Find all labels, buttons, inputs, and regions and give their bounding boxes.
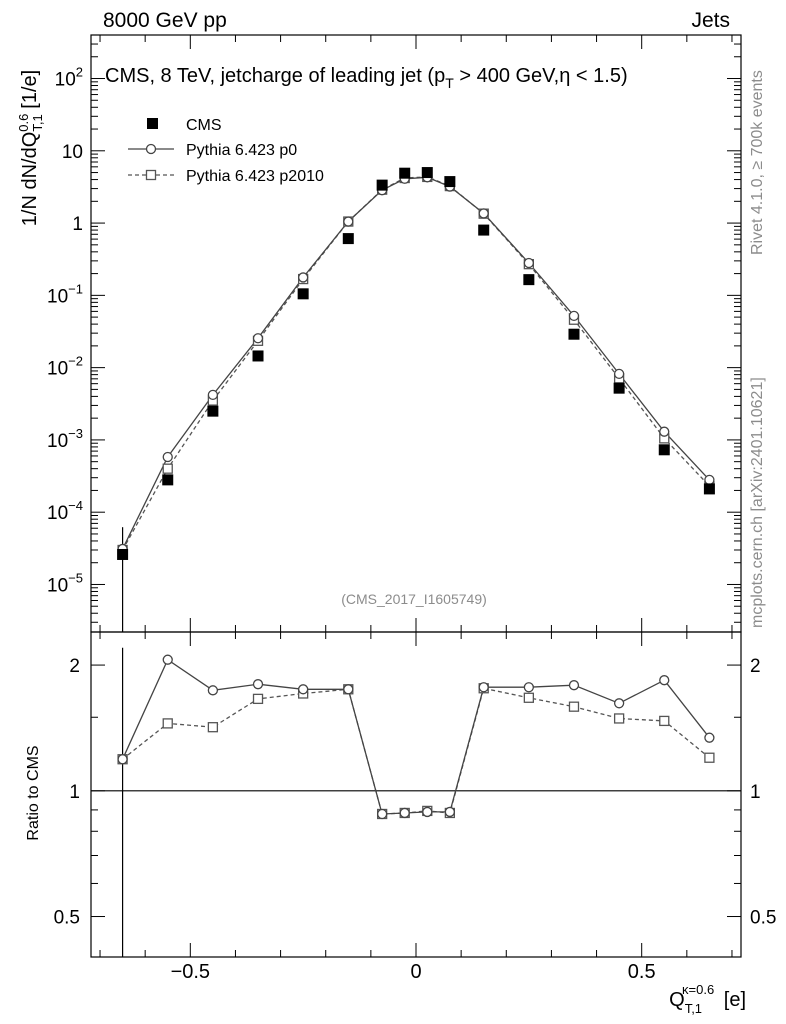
cms-marker	[421, 167, 433, 179]
p0-marker	[478, 208, 489, 219]
y-tick-label: 10−4	[47, 498, 83, 524]
legend-cms-label: CMS	[186, 117, 222, 134]
cms-marker	[117, 548, 129, 560]
ratio-y-tick-label: 1	[69, 782, 80, 803]
x-tick-label: 0.5	[628, 961, 656, 983]
legend-p2010-marker	[145, 169, 157, 181]
p0-line	[122, 176, 710, 550]
ratio-p0-marker	[117, 754, 128, 765]
cms-marker	[162, 474, 174, 486]
cms-marker	[703, 483, 715, 495]
ratio-p2010-marker	[162, 718, 173, 729]
y-tick-label: 102	[55, 65, 83, 91]
cms-marker	[523, 274, 535, 286]
main-y-axis-label: 1/N dN/dQ0.6T,1 [1/e]	[16, 70, 45, 226]
ratio-p2010-marker	[704, 752, 715, 763]
ratio-p0-marker	[568, 680, 580, 691]
process-label: Jets	[691, 9, 730, 32]
ratio-p2010-marker	[207, 722, 219, 733]
cms-marker	[252, 350, 264, 362]
ratio-y-tick-label: 2	[69, 656, 80, 677]
ratio-p0-marker	[298, 684, 309, 695]
ratio-p2010-marker	[252, 693, 264, 705]
ratio-p0-marker	[659, 675, 670, 686]
y-tick-label: 10	[62, 142, 83, 163]
y-tick-label: 10−3	[47, 426, 83, 452]
cms-marker	[444, 176, 456, 188]
ratio-p0-marker	[252, 679, 264, 690]
ratio-p0-marker	[422, 806, 433, 818]
cms-marker	[658, 444, 670, 456]
p0-marker	[523, 257, 534, 269]
y-tick-label: 10−2	[47, 354, 83, 380]
p0-marker	[343, 216, 354, 227]
rivet-label: Rivet 4.1.0, ≥ 700k events	[749, 70, 766, 255]
y-tick-label: 10−5	[47, 570, 83, 596]
analysis-id: (CMS_2017_I1605749)	[341, 591, 487, 607]
x-tick-label: −0.5	[171, 961, 210, 983]
legend-p0-marker	[145, 143, 157, 155]
p2010-line	[122, 176, 710, 551]
legend-p0-label: Pythia 6.423 p0	[186, 142, 297, 159]
ratio-p0-marker	[704, 732, 715, 743]
p0-marker	[568, 310, 580, 322]
ratio-p0-marker	[444, 806, 456, 818]
energy-label: 8000 GeV pp	[103, 9, 227, 32]
ratio-y-tick-label-right: 2	[750, 656, 761, 677]
ratio-p0-line	[122, 658, 710, 815]
p2010-marker	[162, 463, 173, 474]
title-subscript: T	[445, 75, 454, 91]
cms-marker	[568, 328, 580, 340]
ratio-p2010-marker	[613, 713, 625, 724]
y-tick-label: 10−1	[47, 281, 83, 307]
ratio-p2010-marker	[659, 715, 670, 727]
ratio-y-tick-label-right: 1	[750, 782, 761, 803]
plot-title: CMS, 8 TeV, jetcharge of leading jet (pT…	[105, 65, 628, 91]
ratio-p2010-line	[122, 687, 710, 815]
cms-marker	[613, 382, 625, 394]
x-axis-label: QT,1κ=0.6 [e]	[669, 982, 746, 1016]
title-part-2: > 400 GeV,η < 1.5)	[454, 65, 628, 87]
axis-ticks: −0.5 0 0.5 10−5 10−4 10−3 10−2 10−1 1 10 102 0.5 0.5…	[47, 34, 776, 983]
ratio-p0-marker	[399, 807, 410, 819]
ratio-p0-marker	[376, 808, 388, 820]
x-tick-label: 0	[410, 961, 421, 983]
mcplots-label: mcplots.cern.ch [arXiv:2401.10621]	[749, 377, 766, 628]
legend-cms-marker	[147, 118, 158, 129]
ratio-p2010-marker	[568, 701, 580, 712]
p0-marker	[704, 474, 715, 486]
p0-marker	[162, 451, 173, 463]
series-layer	[117, 167, 715, 957]
cms-marker	[376, 179, 388, 191]
ratio-p2010-marker	[523, 692, 534, 703]
ratio-y-axis-label: Ratio to CMS	[25, 745, 42, 840]
p0-marker	[298, 272, 309, 283]
legend: CMS Pythia 6.423 p0 Pythia 6.423 p2010	[128, 117, 324, 185]
cms-marker	[478, 224, 490, 236]
ratio-y-tick-label-right: 0.5	[750, 908, 776, 929]
p0-marker	[613, 368, 625, 380]
ratio-p0-marker	[523, 682, 534, 693]
p0-marker	[252, 333, 264, 344]
cms-marker	[342, 233, 354, 245]
title-part-1: CMS, 8 TeV, jetcharge of leading jet (p	[105, 65, 445, 87]
ratio-p0-marker	[162, 654, 173, 665]
ratio-p0-marker	[478, 682, 489, 693]
cms-marker	[399, 167, 411, 179]
ratio-y-tick-label: 0.5	[54, 908, 80, 929]
ratio-p0-marker	[343, 684, 354, 695]
ratio-panel-frame	[90, 631, 742, 958]
legend-p2010-label: Pythia 6.423 p2010	[186, 168, 324, 185]
y-tick-label: 1	[72, 214, 83, 235]
ratio-p0-marker	[613, 698, 625, 709]
p0-marker	[659, 426, 670, 437]
p0-marker	[207, 389, 219, 401]
cms-marker	[297, 288, 309, 300]
cms-marker	[207, 405, 219, 417]
ratio-p0-marker	[207, 685, 219, 696]
